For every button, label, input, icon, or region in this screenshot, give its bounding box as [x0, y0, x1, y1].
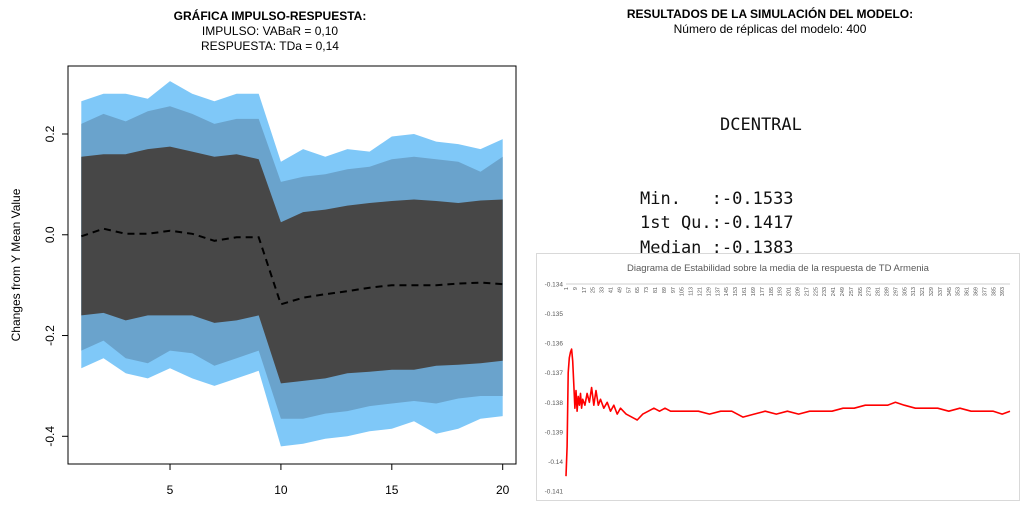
- irf-y-tick-label: 0.2: [43, 125, 57, 142]
- stability-x-tick-label: 185: [769, 287, 775, 296]
- stability-y-tick-label: -0.135: [545, 311, 564, 318]
- impulse-response-title: GRÁFICA IMPULSO-RESPUESTA:: [173, 9, 367, 23]
- response-label: RESPUESTA: TDa = 0,14: [201, 39, 339, 53]
- summary-header: DCENTRAL: [720, 115, 802, 135]
- stability-x-tick-label: 169: [751, 287, 757, 296]
- stability-x-tick-label: 321: [920, 287, 926, 296]
- stability-x-tick-label: 369: [974, 287, 980, 296]
- irf-plot-frame: [67, 65, 517, 465]
- stability-chart-border: [536, 253, 1020, 501]
- stability-x-tick-label: 353: [956, 287, 962, 296]
- stability-x-tick-label: 97: [671, 287, 677, 293]
- irf-median-line: [80, 227, 503, 306]
- stability-x-tick-label: 233: [822, 287, 828, 296]
- stability-x-tick-label: 25: [591, 287, 597, 293]
- stability-x-tick-label: 385: [991, 287, 997, 296]
- summary-row: 1st Qu.:-0.1417: [640, 211, 900, 236]
- stability-x-tick-label: 241: [831, 287, 837, 296]
- stability-y-tick-label: -0.136: [545, 341, 564, 348]
- stability-x-tick-label: 17: [582, 287, 588, 293]
- stability-x-tick-label: 257: [849, 287, 855, 296]
- stability-x-tick-label: 1: [564, 287, 570, 290]
- irf-bands: [81, 81, 503, 447]
- irf-y-axis-label: Changes from Y Mean Value: [9, 188, 23, 341]
- stability-x-tick-label: 305: [902, 287, 908, 296]
- impulse-response-chart: 5 10 15 20 -0.4 -0.2 0.0 0.2 Changes from Y Mea…: [9, 65, 517, 497]
- stability-line-layer: [565, 348, 1011, 477]
- stability-x-tick-label: 145: [724, 287, 730, 296]
- stability-x-tick-label: 337: [938, 287, 944, 296]
- summary-row-value: -0.1533: [721, 188, 794, 209]
- stability-x-tick-label: 73: [644, 287, 650, 293]
- irf-y-tick-label: -0.4: [43, 426, 57, 447]
- stability-x-tick-label: 249: [840, 287, 846, 296]
- stability-x-tick-label: 137: [715, 287, 721, 296]
- replicas-label: Número de réplicas del modelo: 400: [673, 22, 867, 36]
- summary-row-value: -0.1417: [721, 213, 794, 233]
- stability-x-tick-label: 289: [884, 287, 890, 296]
- stability-x-tick-label: 345: [947, 287, 953, 296]
- irf-y-tick-label: 0.0: [43, 226, 57, 243]
- stability-x-tick-label: 297: [893, 287, 899, 296]
- irf-x-tick-label: 5: [167, 483, 174, 497]
- stability-x-tick-label: 225: [813, 287, 819, 296]
- stability-x-tick-label: 201: [787, 287, 793, 296]
- stability-x-tick-label: 361: [965, 287, 971, 296]
- stability-y-tick-label: -0.139: [545, 429, 564, 436]
- stability-x-tick-label: 161: [742, 287, 748, 296]
- simulation-results-title: RESULTADOS DE LA SIMULACIÓN DEL MODELO:: [626, 7, 914, 21]
- stability-x-tick-label: 377: [982, 287, 988, 296]
- stability-chart-title: Diagrama de Estabilidad sobre la media d…: [627, 263, 930, 274]
- stability-axes: -0.134 -0.135 -0.136 -0.137 -0.138 -0.139 -0.1…: [545, 282, 1010, 496]
- irf-axes: 5 10 15 20 -0.4 -0.2 0.0 0.2: [43, 125, 510, 497]
- stability-y-tick-label: -0.14: [548, 459, 563, 466]
- stability-x-tick-label: 121: [698, 287, 704, 296]
- stability-x-tick-label: 217: [804, 287, 810, 296]
- summary-row: Min. :-0.1533: [640, 187, 900, 212]
- stability-x-tick-label: 273: [867, 287, 873, 296]
- irf-x-tick-label: 10: [274, 483, 288, 497]
- stability-x-tick-label: 113: [689, 287, 695, 296]
- left-title-block: GRÁFICA IMPULSO-RESPUESTA: IMPULSO: VABa…: [90, 9, 450, 54]
- stability-y-tick-label: -0.137: [545, 370, 564, 377]
- stability-y-tick-label: -0.134: [545, 282, 564, 289]
- stability-x-tick-label: 33: [600, 287, 606, 293]
- irf-inner-band: [81, 146, 503, 384]
- stability-x-tick-label: 177: [760, 287, 766, 296]
- summary-row-value: -0.1383: [721, 237, 794, 258]
- stability-chart: Diagrama de Estabilidad sobre la media d…: [536, 253, 1020, 501]
- impulse-label: IMPULSO: VABaR = 0,10: [201, 24, 339, 38]
- stability-x-tick-label: 209: [795, 287, 801, 296]
- right-title-block: RESULTADOS DE LA SIMULACIÓN DEL MODELO: …: [560, 7, 980, 37]
- stability-x-tick-label: 89: [662, 287, 668, 293]
- stability-series-line: [565, 348, 1011, 477]
- stability-x-tick-label: 153: [733, 287, 739, 296]
- stability-x-tick-label: 129: [706, 287, 712, 296]
- stability-x-tick-label: 57: [626, 287, 632, 293]
- irf-median-layer: [80, 227, 503, 306]
- stability-x-tick-label: 65: [635, 287, 641, 293]
- stability-x-tick-label: 41: [609, 287, 615, 293]
- summary-row-label: Min. :: [640, 188, 722, 209]
- stability-x-tick-label: 265: [858, 287, 864, 296]
- irf-x-tick-label: 15: [385, 483, 399, 497]
- stability-x-tick-label: 9: [573, 287, 579, 290]
- stability-x-tick-label: 393: [1000, 287, 1006, 296]
- summary-row-label: 1st Qu.:: [640, 213, 722, 233]
- stability-x-tick-label: 105: [680, 287, 686, 296]
- irf-y-tick-label: -0.2: [43, 325, 57, 346]
- irf-x-tick-label: 20: [496, 483, 510, 497]
- stability-x-tick-label: 313: [911, 287, 917, 296]
- stability-x-tick-label: 329: [929, 287, 935, 296]
- stability-x-tick-label: 81: [653, 287, 659, 293]
- stability-y-tick-label: -0.138: [545, 400, 564, 407]
- summary-row-label: Median :: [640, 237, 722, 258]
- stability-y-tick-label: -0.141: [545, 489, 564, 496]
- stability-x-tick-label: 49: [617, 287, 623, 293]
- summary-row: Median :-0.1383: [640, 236, 900, 261]
- stability-x-tick-label: 193: [778, 287, 784, 296]
- stability-x-tick-label: 281: [876, 287, 882, 296]
